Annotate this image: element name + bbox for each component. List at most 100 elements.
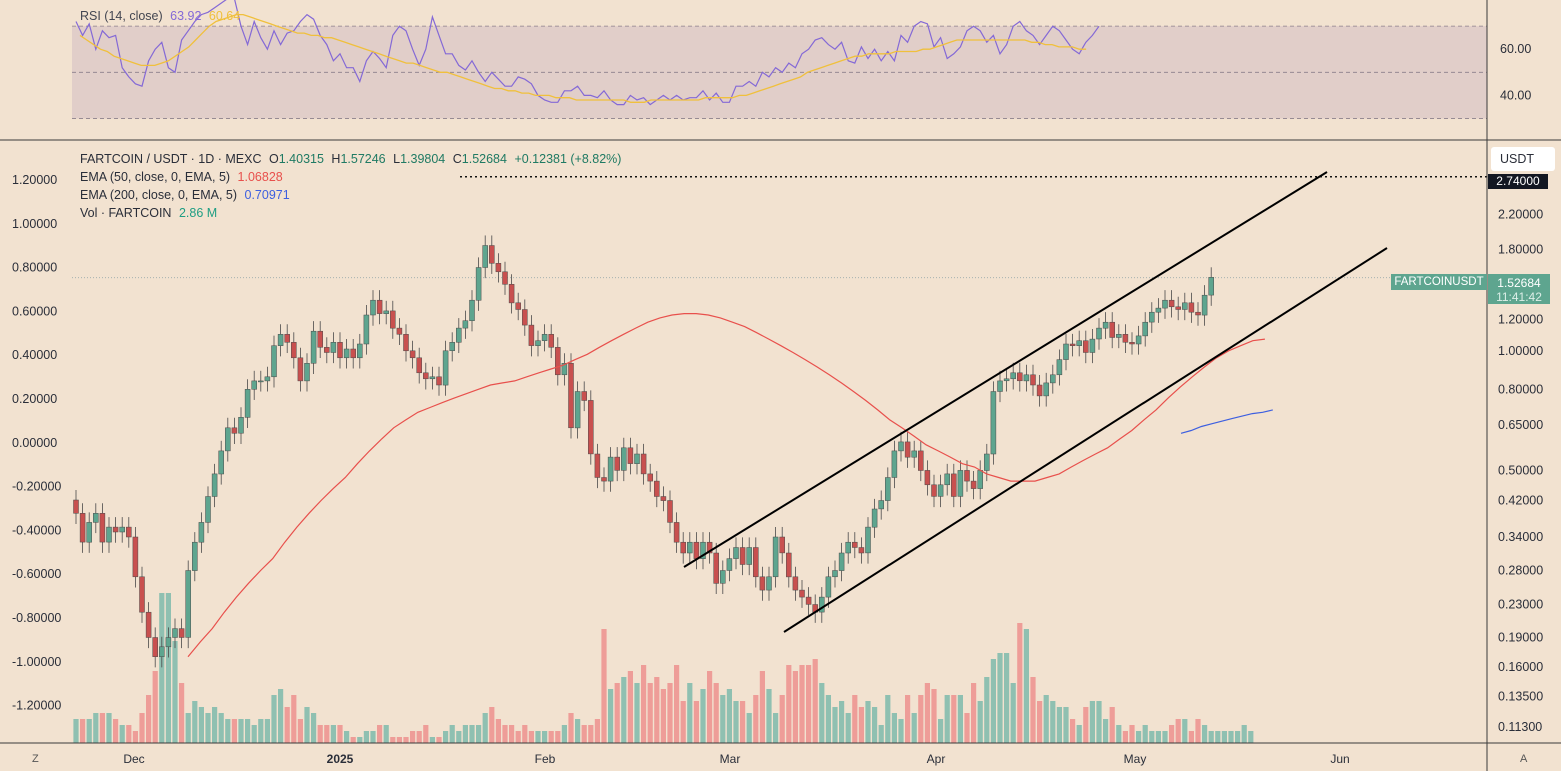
candle-body (403, 334, 409, 352)
volume-bar (330, 725, 336, 743)
candle-body (192, 541, 198, 571)
candle-body (1036, 384, 1043, 397)
price-axis-tick: 0.42000 (1498, 494, 1543, 508)
volume-bar (337, 725, 343, 743)
candle-body (284, 334, 290, 343)
candle-body (423, 372, 429, 380)
volume-bar (113, 719, 119, 743)
left-axis-tick: 0.40000 (12, 348, 57, 362)
price-axis-tick: 0.11300 (1498, 720, 1542, 734)
candle-body (291, 342, 297, 359)
price-axis-tick: 0.13500 (1498, 689, 1543, 703)
volume-bar (878, 725, 884, 743)
volume-bar (924, 683, 930, 743)
left-axis-tick: -1.00000 (12, 655, 61, 669)
candle-body (574, 391, 581, 429)
volume-bar (700, 689, 706, 743)
candle-body (779, 536, 785, 554)
high-value: 1.57246 (340, 152, 386, 166)
candle-body (1135, 335, 1142, 345)
timezone-button[interactable]: Z (32, 753, 39, 765)
volume-bar (535, 731, 541, 743)
candle-body (462, 320, 469, 329)
volume-bar (885, 695, 891, 743)
volume-bar (1175, 719, 1181, 743)
volume-bar (423, 725, 429, 743)
candle-body (211, 473, 218, 497)
volume-bar (165, 593, 171, 743)
ema200-row[interactable]: EMA (200, close, 0, EMA, 5) 0.70971 (80, 186, 625, 204)
volume-bar (713, 683, 719, 743)
candle-body (1208, 277, 1214, 296)
volume-bar (759, 671, 765, 743)
volume-bar (1109, 707, 1115, 743)
candle-body (1056, 359, 1063, 376)
candle-body (502, 271, 508, 285)
volume-bar (212, 707, 218, 743)
left-axis-tick: 0.60000 (12, 304, 57, 318)
time-axis-label: Feb (535, 752, 556, 766)
candle-body (845, 541, 851, 554)
candle-body (931, 484, 937, 497)
volume-bar (660, 689, 666, 743)
volume-bar (720, 695, 726, 743)
volume-bar (911, 713, 917, 743)
volume-bar (1136, 731, 1142, 743)
symbol-price-tag: FARTCOINUSDT (1391, 274, 1487, 290)
candle-body (1003, 378, 1010, 382)
candle-body (317, 330, 323, 348)
volume-bar (1248, 731, 1254, 743)
open-label: O1.40315 (269, 152, 324, 166)
volume-bar (588, 725, 594, 743)
volume-bar (568, 713, 574, 743)
candle-body (185, 570, 191, 638)
rsi-legend-value: 63.92 (170, 9, 202, 23)
low-value: 1.39804 (400, 152, 446, 166)
auto-scale-button[interactable]: A (1520, 753, 1528, 765)
candle-body (1050, 374, 1056, 384)
volume-bar (1142, 725, 1148, 743)
left-axis-tick: 1.20000 (12, 173, 57, 187)
volume-bar (608, 689, 614, 743)
left-axis-tick: -1.20000 (12, 699, 61, 713)
candle-body (1023, 374, 1030, 382)
candle-body (337, 342, 343, 359)
volume-bar (1010, 683, 1016, 743)
channel-upper-line (683, 171, 1328, 568)
left-axis-tick: -0.20000 (12, 480, 61, 494)
close-label: C1.52684 (453, 152, 507, 166)
volume-bar (786, 665, 792, 743)
candle-body (1010, 372, 1016, 380)
candle-body (1063, 343, 1069, 360)
symbol-title[interactable]: FARTCOIN / USDT · 1D · MEXC (80, 152, 262, 166)
volume-bar (515, 731, 521, 743)
currency-button[interactable]: USDT (1491, 147, 1555, 171)
time-axis-label: Dec (123, 752, 144, 766)
volume-bar (667, 683, 673, 743)
candle-body (390, 310, 396, 329)
candle-body (871, 508, 878, 528)
candle-body (1017, 372, 1023, 382)
volume-bar (99, 713, 105, 743)
left-axis-tick: -0.60000 (12, 567, 61, 581)
candle-body (1182, 302, 1188, 310)
time-axis-label: 2025 (327, 752, 354, 766)
ema50-row[interactable]: EMA (50, close, 0, EMA, 5) 1.06828 (80, 168, 625, 186)
volume-bar (594, 719, 600, 743)
volume-row[interactable]: Vol · FARTCOIN 2.86 M (80, 204, 625, 222)
time-axis-label: Apr (927, 752, 946, 766)
candle-body (1089, 338, 1096, 353)
candle-body (522, 309, 528, 326)
volume-bar (146, 695, 152, 743)
candle-body (238, 417, 244, 434)
candle-body (561, 363, 568, 376)
volume-bar (469, 725, 475, 743)
time-axis-label: May (1124, 752, 1147, 766)
candle-body (944, 473, 950, 486)
volume-bar (581, 725, 587, 743)
candle-body (383, 310, 389, 314)
candle-body (581, 391, 587, 401)
candle-body (924, 470, 931, 486)
rsi-legend: RSI (14, close) 63.92 60.64 (80, 9, 244, 23)
price-axis-tick: 0.34000 (1498, 530, 1543, 544)
